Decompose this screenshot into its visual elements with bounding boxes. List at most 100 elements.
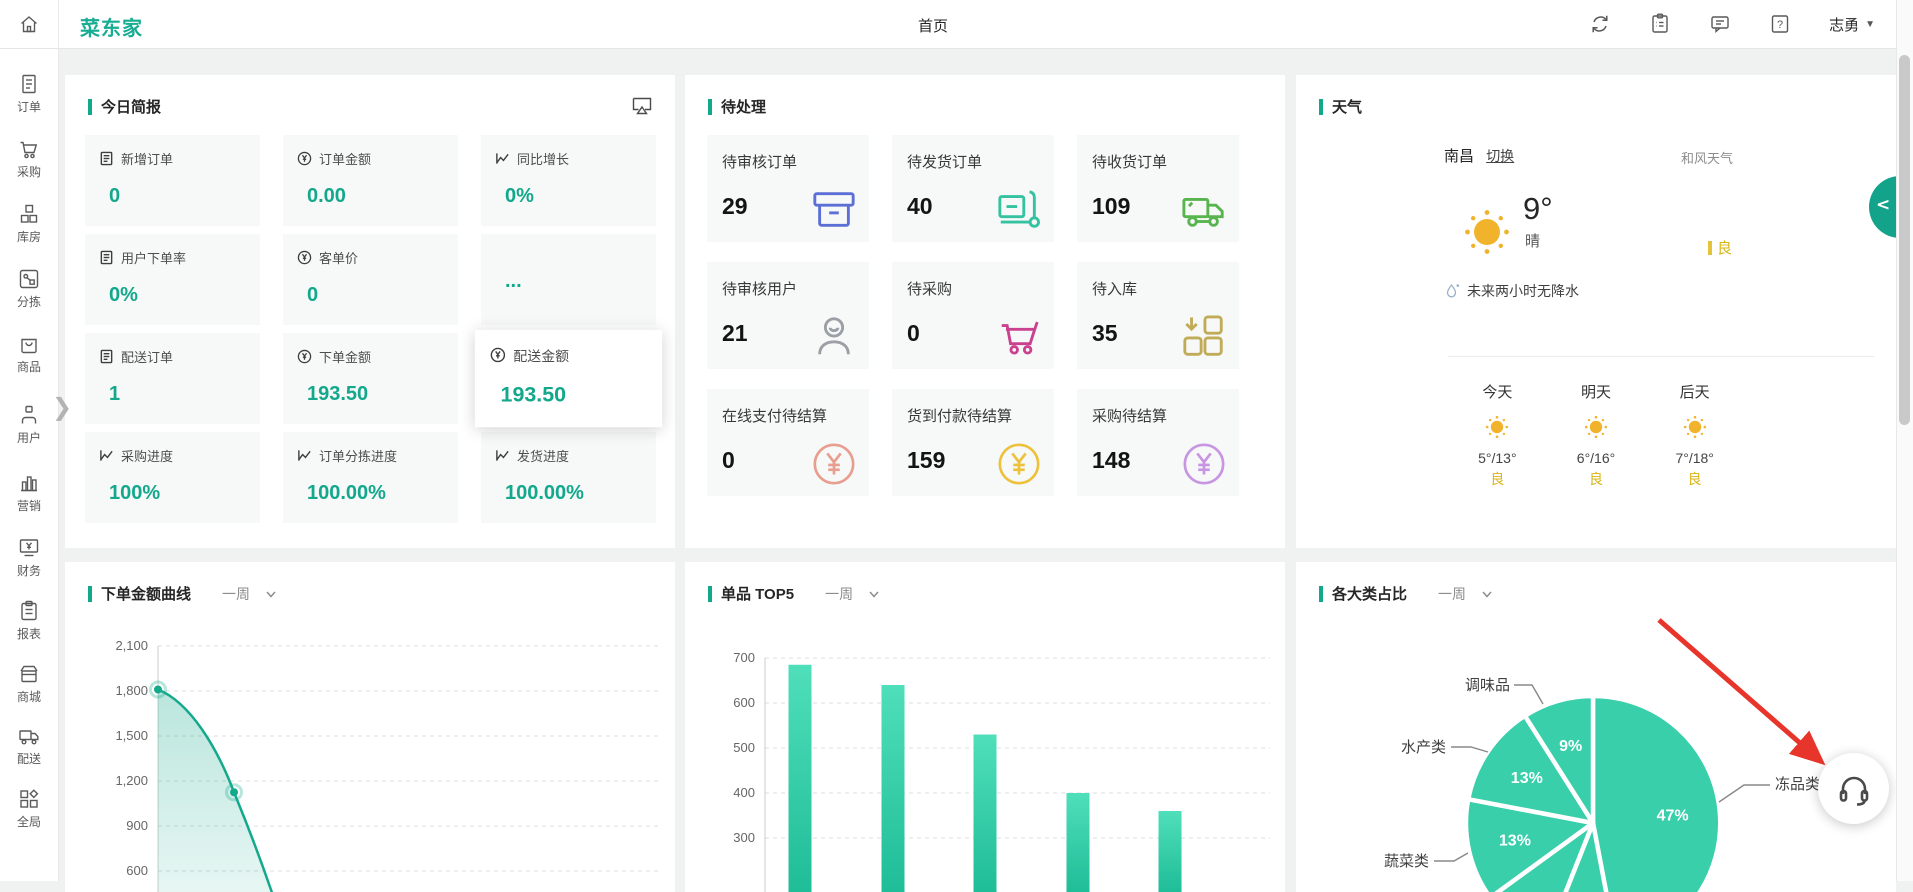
- support-fab-button[interactable]: [1818, 753, 1889, 824]
- weather-provider: 和风天气: [1681, 148, 1733, 167]
- user-menu[interactable]: 志勇 ▼: [1829, 14, 1875, 35]
- forecast-today: 今天 5°/13° 良: [1448, 381, 1547, 489]
- caret-down-icon: ▼: [1865, 19, 1875, 30]
- cast-screen-icon[interactable]: [631, 95, 653, 117]
- sidebar-item-global[interactable]: 全局: [0, 788, 58, 830]
- tile-yoy-growth[interactable]: 同比增长 0%: [481, 135, 656, 226]
- tile-orders-to-review[interactable]: 待审核订单 29: [707, 135, 869, 242]
- tile-to-purchase[interactable]: 待采购 0: [892, 262, 1054, 369]
- tile-sorting-progress[interactable]: 订单分拣进度 100.00%: [283, 432, 458, 523]
- svg-text:400: 400: [733, 785, 755, 800]
- bar: [974, 735, 997, 892]
- tile-user-order-rate[interactable]: 用户下单率 0%: [85, 234, 260, 325]
- tile-purchase-progress[interactable]: 采购进度 100%: [85, 432, 260, 523]
- tile-orders-to-receive[interactable]: 待收货订单 109: [1077, 135, 1239, 242]
- tile-cod-settle[interactable]: 货到付款待结算 159: [892, 389, 1054, 496]
- forecast-day-after: 后天 7°/18° 良: [1645, 381, 1744, 489]
- tile-users-to-review[interactable]: 待审核用户 21: [707, 262, 869, 369]
- help-icon[interactable]: ?: [1769, 13, 1791, 35]
- svg-text:900: 900: [126, 818, 148, 833]
- yen-icon: [297, 250, 312, 265]
- cart-icon: [996, 314, 1042, 360]
- sun-icon: [1583, 414, 1609, 440]
- doc-icon: [99, 349, 114, 364]
- sidebar-item-delivery[interactable]: 配送: [0, 725, 58, 767]
- svg-text:600: 600: [126, 863, 148, 878]
- sidebar-item-finance[interactable]: 财务: [0, 537, 58, 579]
- topbar-actions: ? 志勇 ▼: [1589, 0, 1875, 48]
- title-accent-bar: [708, 99, 712, 115]
- tile-order-amount[interactable]: 订单金额 0.00: [283, 135, 458, 226]
- refresh-icon[interactable]: [1589, 13, 1611, 35]
- sidebar-item-purchase[interactable]: 采购: [0, 138, 58, 180]
- briefing-card: 今日简报 新增订单 0 订单金额 0.00 同比增长 0% 用户下单率 0% 客…: [65, 75, 675, 548]
- pending-title: 待处理: [721, 96, 766, 117]
- tile-avg-ticket[interactable]: 客单价 0: [283, 234, 458, 325]
- sidebar-item-sorting[interactable]: 分拣: [0, 268, 58, 310]
- sidebar-item-warehouse[interactable]: 库房: [0, 203, 58, 245]
- clipboard-icon[interactable]: [1649, 13, 1671, 35]
- forecast-row: 今天 5°/13° 良 明天 6°/16° 良 后天 7°/18° 良: [1448, 381, 1744, 489]
- username: 志勇: [1829, 14, 1859, 35]
- svg-text:700: 700: [733, 650, 755, 665]
- sidebar-item-goods[interactable]: 商品: [0, 333, 58, 375]
- tile-ship-progress[interactable]: 发货进度 100.00%: [481, 432, 656, 523]
- truck-icon: [1181, 187, 1227, 233]
- yen-circle-icon: [996, 441, 1042, 487]
- pie-slice: [1593, 696, 1720, 892]
- bar: [1067, 793, 1090, 892]
- yen-circle-icon: [1181, 441, 1227, 487]
- archive-box-icon: [811, 187, 857, 233]
- city-switch-link[interactable]: 切换: [1486, 148, 1514, 164]
- nav-home[interactable]: 首页: [918, 15, 948, 36]
- tile-online-pay-settle[interactable]: 在线支付待结算 0: [707, 389, 869, 496]
- svg-text:1,800: 1,800: [115, 683, 148, 698]
- tile-new-orders[interactable]: 新增订单 0: [85, 135, 260, 226]
- message-icon[interactable]: [1709, 13, 1731, 35]
- sidebar-item-mall[interactable]: 商城: [0, 663, 58, 705]
- scrollbar-thumb[interactable]: [1899, 55, 1910, 425]
- sidebar-item-reports[interactable]: 报表: [0, 600, 58, 642]
- svg-text:1,200: 1,200: [115, 773, 148, 788]
- delivery-truck-icon: [18, 725, 40, 747]
- tile-loading[interactable]: ...: [481, 234, 656, 325]
- person-icon: [811, 314, 857, 360]
- tile-place-amount[interactable]: 下单金额 193.50: [283, 333, 458, 424]
- briefing-tile-grid: 新增订单 0 订单金额 0.00 同比增长 0% 用户下单率 0% 客单价 0 …: [85, 135, 656, 523]
- pie-percent-label: 13%: [1499, 832, 1531, 849]
- title-accent-bar: [88, 99, 92, 115]
- precip-note: 未来两小时无降水: [1467, 281, 1579, 301]
- tile-delivery-amount[interactable]: 配送金额 193.50: [475, 330, 662, 427]
- yen-icon: [490, 347, 506, 363]
- sidebar-item-marketing[interactable]: 营销: [0, 472, 58, 514]
- weather-temp: 9°: [1523, 191, 1553, 227]
- tile-purchase-settle[interactable]: 采购待结算 148: [1077, 389, 1239, 496]
- pending-card: 待处理 待审核订单 29 待发货订单 40 待收货订单 109 待审核用户 21…: [685, 75, 1285, 548]
- finance-icon: [18, 537, 40, 559]
- tile-orders-to-ship[interactable]: 待发货订单 40: [892, 135, 1054, 242]
- mall-box-icon: [18, 663, 40, 685]
- yen-icon: [297, 349, 312, 364]
- reports-icon: [18, 600, 40, 622]
- tile-to-stock-in[interactable]: 待入库 35: [1077, 262, 1239, 369]
- sidebar: 订单 采购 库房 分拣 商品 用户 营销 财务 报表 商城 配送 全局: [0, 48, 59, 881]
- bar: [789, 665, 812, 892]
- home-icon: [18, 13, 40, 35]
- inbound-boxes-icon: [1181, 314, 1227, 360]
- sidebar-expand-handle[interactable]: ❯: [52, 392, 72, 422]
- page-scrollbar: [1896, 0, 1913, 881]
- tile-delivery-orders[interactable]: 配送订单 1: [85, 333, 260, 424]
- svg-text:?: ?: [1777, 19, 1783, 31]
- purchase-cart-icon: [18, 138, 40, 160]
- app-logo[interactable]: 菜东家: [80, 12, 143, 41]
- svg-text:600: 600: [733, 695, 755, 710]
- sidebar-item-users[interactable]: 用户: [0, 404, 58, 446]
- sidebar-item-orders[interactable]: 订单: [0, 73, 58, 115]
- home-button[interactable]: [0, 0, 59, 48]
- chevron-left-icon: <: [1876, 195, 1890, 215]
- users-icon: [18, 404, 40, 426]
